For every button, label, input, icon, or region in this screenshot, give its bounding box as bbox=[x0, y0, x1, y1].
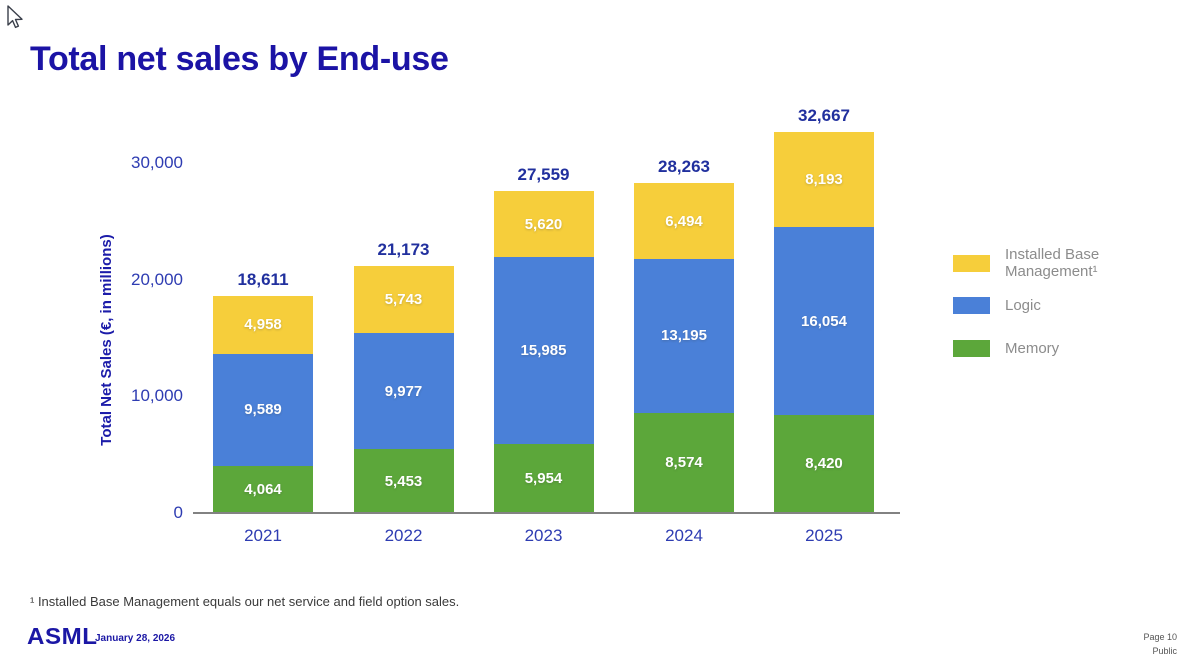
bar-segment-logic: 9,589 bbox=[213, 353, 313, 466]
bar-segment-memory: 4,064 bbox=[213, 465, 313, 513]
segment-value-label: 9,589 bbox=[244, 401, 282, 419]
bar-segment-logic: 16,054 bbox=[774, 227, 874, 415]
footnote: ¹ Installed Base Management equals our n… bbox=[30, 594, 460, 609]
page-number: Page 10 bbox=[1143, 632, 1177, 642]
y-tick-label: 20,000 bbox=[131, 269, 183, 289]
legend-item-installed-base-management: Installed Base Management¹ bbox=[953, 246, 1145, 281]
segment-value-label: 15,985 bbox=[520, 341, 567, 359]
segment-value-label: 5,954 bbox=[524, 469, 563, 487]
x-tick-label: 2024 bbox=[665, 526, 703, 545]
bar-segment-installed-base-management: 4,958 bbox=[213, 295, 313, 354]
stacked-bar-2024: 6,494 13,195 8,574 bbox=[634, 183, 734, 513]
bar-segment-logic: 9,977 bbox=[353, 332, 454, 450]
segment-value-label: 8,193 bbox=[805, 171, 843, 189]
stacked-bar-2023: 5,620 15,985 5,954 bbox=[493, 191, 594, 513]
segment-value-label: 6,494 bbox=[665, 212, 703, 230]
stacked-bar-2022: 5,743 9,977 5,453 bbox=[353, 265, 454, 513]
legend-swatch-installed-base-management bbox=[953, 254, 990, 272]
segment-value-label: 5,620 bbox=[524, 215, 563, 233]
stacked-bar-2021: 4,958 9,589 4,064 bbox=[213, 295, 313, 513]
bar-total-label: 18,611 bbox=[237, 269, 289, 289]
segment-value-label: 9,977 bbox=[384, 382, 423, 400]
bar-total-label: 21,173 bbox=[377, 239, 430, 259]
x-tick-label: 2021 bbox=[244, 526, 282, 545]
legend-label: Installed Base Management¹ bbox=[1005, 246, 1100, 281]
bar-segment-memory: 8,574 bbox=[634, 412, 734, 513]
x-tick-label: 2023 bbox=[524, 526, 563, 545]
stacked-bar-2025: 8,193 16,054 8,420 bbox=[774, 131, 874, 513]
segment-value-label: 8,574 bbox=[665, 454, 703, 472]
bar-segment-logic: 15,985 bbox=[493, 257, 594, 444]
bar-total-label: 32,667 bbox=[798, 105, 850, 125]
x-axis-line bbox=[193, 512, 900, 514]
bar-segment-installed-base-management: 5,620 bbox=[493, 191, 594, 258]
segment-value-label: 4,064 bbox=[244, 480, 282, 498]
bar-segment-installed-base-management: 6,494 bbox=[634, 183, 734, 259]
y-axis-title: Total Net Sales (€, in millions) bbox=[98, 234, 115, 446]
page-info: Page 10 Public bbox=[1143, 631, 1177, 659]
page-title: Total net sales by End-use bbox=[30, 40, 449, 78]
bar-total-label: 28,263 bbox=[658, 157, 710, 177]
bar-total-label: 27,559 bbox=[517, 165, 570, 185]
slide-date: January 28, 2026 bbox=[95, 633, 176, 644]
legend-item-memory: Memory bbox=[953, 340, 1145, 358]
segment-value-label: 8,420 bbox=[805, 455, 843, 473]
asml-logo: ASML bbox=[27, 623, 98, 649]
segment-value-label: 5,453 bbox=[384, 472, 423, 490]
bar-segment-memory: 5,954 bbox=[493, 443, 594, 513]
legend-label: Memory bbox=[1005, 340, 1060, 357]
classification-label: Public bbox=[1152, 645, 1177, 656]
legend-swatch-logic bbox=[953, 297, 990, 315]
legend-label: Logic bbox=[1005, 297, 1041, 314]
y-tick-label: 0 bbox=[173, 503, 183, 522]
bar-segment-memory: 8,420 bbox=[774, 414, 874, 513]
bar-segment-installed-base-management: 8,193 bbox=[774, 131, 874, 228]
bar-segment-logic: 13,195 bbox=[634, 259, 734, 413]
segment-value-label: 4,958 bbox=[244, 316, 282, 334]
segment-value-label: 5,743 bbox=[384, 290, 423, 308]
y-tick-label: 10,000 bbox=[131, 386, 183, 406]
legend-swatch-memory bbox=[953, 340, 990, 358]
mouse-cursor-icon bbox=[7, 5, 23, 29]
segment-value-label: 13,195 bbox=[661, 327, 707, 345]
y-tick-label: 30,000 bbox=[131, 153, 183, 172]
legend-item-logic: Logic bbox=[953, 297, 1145, 315]
bar-segment-memory: 5,453 bbox=[353, 449, 454, 513]
segment-value-label: 16,054 bbox=[801, 312, 847, 330]
bar-segment-installed-base-management: 5,743 bbox=[353, 265, 454, 333]
x-tick-label: 2025 bbox=[805, 526, 843, 545]
x-tick-label: 2022 bbox=[384, 526, 423, 545]
